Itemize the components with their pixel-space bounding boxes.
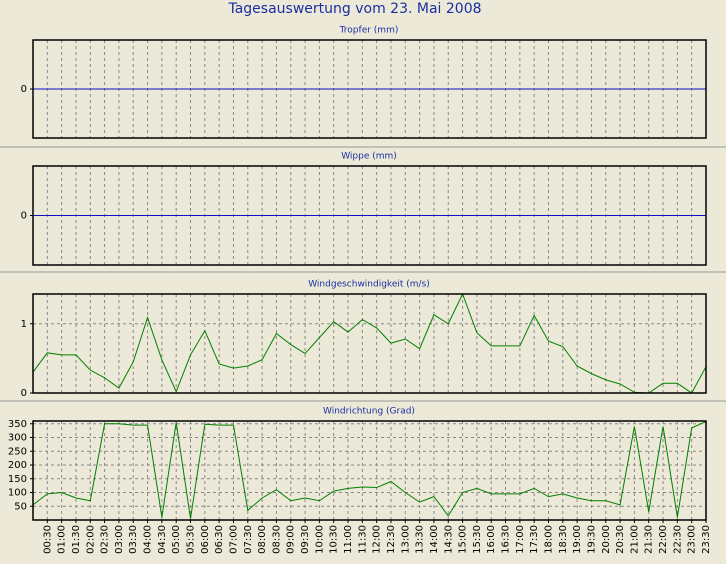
panel-title: Wippe (mm)	[341, 152, 397, 162]
x-tick-label: 18:00	[543, 525, 554, 554]
y-tick-label: 100	[8, 488, 27, 499]
x-tick-label: 21:00	[629, 525, 640, 554]
x-tick-label: 16:00	[486, 525, 497, 554]
x-tick-label: 12:00	[372, 525, 383, 554]
x-tick-label: 05:00	[171, 525, 182, 554]
x-tick-label: 04:30	[157, 525, 168, 554]
panel-title: Windgeschwindigkeit (m/s)	[308, 280, 430, 290]
x-tick-label: 05:30	[186, 525, 197, 554]
y-tick-label: 350	[8, 419, 27, 430]
x-tick-label: 13:30	[415, 525, 426, 554]
x-tick-label: 03:30	[128, 525, 139, 554]
x-tick-label: 20:30	[615, 525, 626, 554]
plot-frame	[32, 293, 707, 394]
y-tick-label: 250	[8, 446, 27, 457]
plot-frame	[32, 165, 707, 266]
y-tick-label: 200	[8, 460, 27, 471]
plot-frame	[32, 420, 707, 521]
x-tick-label: 22:00	[658, 525, 669, 554]
x-tick-label: 07:30	[243, 525, 254, 554]
data-line	[32, 421, 707, 519]
x-tick-label: 09:00	[286, 525, 297, 554]
x-tick-label: 00:30	[42, 525, 53, 554]
x-tick-label: 11:00	[343, 525, 354, 554]
panel-title: Windrichtung (Grad)	[323, 407, 415, 417]
x-tick-label: 15:00	[458, 525, 469, 554]
x-tick-label: 13:00	[400, 525, 411, 554]
x-tick-label: 19:00	[572, 525, 583, 554]
x-tick-label: 14:00	[429, 525, 440, 554]
x-tick-label: 16:30	[501, 525, 512, 554]
x-tick-label: 21:30	[644, 525, 655, 554]
x-tick-label: 11:30	[357, 525, 368, 554]
data-line	[32, 292, 707, 394]
x-tick-label: 01:00	[57, 525, 68, 554]
x-tick-label: 03:00	[114, 525, 125, 554]
x-tick-label: 02:00	[85, 525, 96, 554]
panel-title: Tropfer (mm)	[339, 26, 399, 36]
x-tick-label: 23:30	[701, 525, 712, 554]
x-tick-label: 10:30	[329, 525, 340, 554]
x-tick-label: 19:30	[586, 525, 597, 554]
page-title: Tagesauswertung vom 23. Mai 2008	[227, 1, 481, 17]
x-tick-label: 09:30	[300, 525, 311, 554]
plot-frame	[32, 39, 707, 139]
x-tick-label: 15:30	[472, 525, 483, 554]
x-tick-label: 17:00	[515, 525, 526, 554]
x-tick-label: 06:00	[200, 525, 211, 554]
y-tick-label: 300	[8, 433, 27, 444]
x-tick-label: 07:00	[228, 525, 239, 554]
x-tick-label: 08:30	[271, 525, 282, 554]
y-tick-label: 0	[21, 84, 27, 95]
x-tick-label: 14:30	[443, 525, 454, 554]
x-tick-label: 12:30	[386, 525, 397, 554]
y-tick-label: 50	[14, 501, 27, 512]
x-tick-label: 04:00	[143, 525, 154, 554]
x-tick-label: 01:30	[71, 525, 82, 554]
y-tick-label: 0	[21, 388, 27, 399]
x-tick-label: 23:00	[687, 525, 698, 554]
x-tick-label: 10:00	[314, 525, 325, 554]
x-tick-label: 22:30	[672, 525, 683, 554]
y-tick-label: 0	[21, 211, 27, 222]
x-tick-label: 17:30	[529, 525, 540, 554]
x-tick-label: 18:30	[558, 525, 569, 554]
x-tick-label: 06:30	[214, 525, 225, 554]
y-tick-label: 1	[21, 319, 27, 330]
y-tick-label: 150	[8, 474, 27, 485]
x-tick-label: 20:00	[601, 525, 612, 554]
x-tick-label: 02:30	[100, 525, 111, 554]
x-tick-label: 08:00	[257, 525, 268, 554]
